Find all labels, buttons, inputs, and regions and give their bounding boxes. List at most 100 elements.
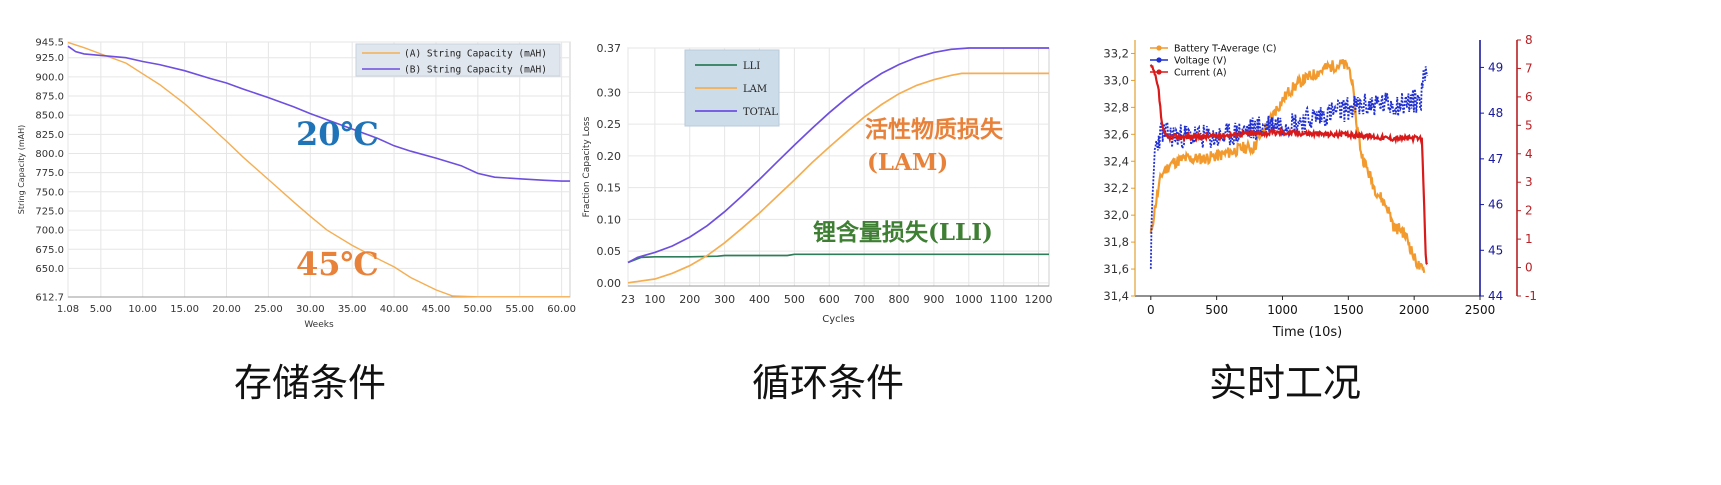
annotation-lam-cn: 活性物质损失 xyxy=(865,116,1004,143)
y-voltage-tick-label: 45 xyxy=(1488,243,1503,257)
x-tick-label: 2500 xyxy=(1465,303,1496,317)
y-tick-label: 750.0 xyxy=(35,187,64,198)
y-tick-label: 0.37 xyxy=(597,42,622,55)
y-voltage-tick-label: 46 xyxy=(1488,198,1503,212)
y-tick-label: 875.0 xyxy=(35,92,64,103)
legend-marker xyxy=(1156,57,1162,63)
y-tick-label: 825.0 xyxy=(35,130,64,141)
x-tick-label: 25.00 xyxy=(254,304,283,315)
x-tick-label: 23 xyxy=(621,293,635,306)
annotation-20c: 20℃ xyxy=(296,115,379,153)
x-tick-label: 1200 xyxy=(1025,293,1053,306)
y-tick-label: 0.05 xyxy=(597,245,622,258)
y-voltage-tick-label: 44 xyxy=(1488,289,1503,303)
y-tick-label: 0.25 xyxy=(597,118,622,131)
caption-storage: 存储条件 xyxy=(233,361,386,405)
y-current-tick-label: -1 xyxy=(1525,289,1537,303)
y-left-tick-label: 32,8 xyxy=(1103,100,1129,114)
series-line-a xyxy=(67,41,570,298)
y-tick-label: 800.0 xyxy=(35,149,64,160)
legend-label: Voltage (V) xyxy=(1174,56,1227,67)
y-axis-label: String Capacity (mAH) xyxy=(17,125,26,214)
legend-marker xyxy=(1156,69,1162,75)
x-tick-label: 0 xyxy=(1147,303,1155,317)
y-left-tick-label: 32,4 xyxy=(1103,154,1129,168)
x-tick-label: 1100 xyxy=(990,293,1018,306)
legend-label: LLI xyxy=(743,61,760,72)
x-tick-label: 200 xyxy=(679,293,700,306)
x-axis-label: Cycles xyxy=(822,314,855,325)
series-line-voltage xyxy=(1149,66,1429,269)
legend-label: Battery T-Average (C) xyxy=(1174,44,1276,55)
y-current-tick-label: 7 xyxy=(1525,61,1533,75)
x-tick-label: 300 xyxy=(714,293,735,306)
series-line-current xyxy=(1149,64,1429,265)
y-left-tick-label: 31,6 xyxy=(1103,262,1129,276)
x-tick-label: 10.00 xyxy=(128,304,157,315)
x-tick-label: 1000 xyxy=(955,293,983,306)
x-axis-label: Time (10s) xyxy=(1272,325,1342,340)
y-current-tick-label: 2 xyxy=(1525,204,1533,218)
series-line-b xyxy=(67,45,570,182)
y-tick-label: 675.0 xyxy=(35,245,64,256)
x-tick-label: 5.00 xyxy=(90,304,112,315)
x-tick-label: 2000 xyxy=(1399,303,1430,317)
x-tick-label: 1000 xyxy=(1267,303,1298,317)
y-tick-label: 900.0 xyxy=(35,72,64,83)
x-tick-label: 35.00 xyxy=(338,304,367,315)
y-tick-label: 0.10 xyxy=(597,213,622,226)
x-tick-label: 700 xyxy=(854,293,875,306)
y-current-tick-label: 3 xyxy=(1525,175,1533,189)
legend-box xyxy=(355,43,561,77)
y-current-tick-label: 5 xyxy=(1525,118,1533,132)
legend-label: (A) String Capacity (mAH) xyxy=(404,49,547,60)
y-left-tick-label: 31,8 xyxy=(1103,235,1129,249)
annotation-45c: 45℃ xyxy=(296,245,379,283)
x-tick-label: 500 xyxy=(1205,303,1228,317)
series-line-lam xyxy=(627,72,1049,284)
y-left-tick-label: 33,2 xyxy=(1103,46,1129,60)
y-voltage-tick-label: 47 xyxy=(1488,152,1503,166)
series-line-total xyxy=(627,47,1049,264)
x-tick-label: 900 xyxy=(923,293,944,306)
y-axis-label: Fraction Capacity Loss xyxy=(582,116,592,217)
y-left-tick-label: 31,4 xyxy=(1103,289,1129,303)
x-tick-label: 1.08 xyxy=(57,304,79,315)
x-tick-label: 1500 xyxy=(1333,303,1364,317)
y-tick-label: 700.0 xyxy=(35,226,64,237)
plot-area xyxy=(67,41,571,298)
annotation-lli: 锂含量损失(LLI) xyxy=(813,219,993,246)
series-line-lli xyxy=(627,253,1049,264)
y-current-tick-label: 1 xyxy=(1525,232,1533,246)
legend-label: LAM xyxy=(743,84,767,95)
y-voltage-tick-label: 48 xyxy=(1488,106,1503,120)
x-axis-label: Weeks xyxy=(304,320,334,330)
y-tick-label: 0.15 xyxy=(597,182,622,195)
caption-realtime: 实时工况 xyxy=(1208,361,1361,405)
y-left-tick-label: 33,0 xyxy=(1103,73,1129,87)
series-line-temperature xyxy=(1149,59,1426,273)
annotation-lam-en: (LAM) xyxy=(867,149,948,176)
x-tick-label: 40.00 xyxy=(380,304,409,315)
y-current-tick-label: 4 xyxy=(1525,147,1533,161)
x-tick-label: 20.00 xyxy=(212,304,241,315)
x-tick-label: 60.00 xyxy=(547,304,576,315)
x-tick-label: 50.00 xyxy=(464,304,493,315)
x-tick-label: 800 xyxy=(889,293,910,306)
cycle-capacity-loss-chart: 23 100 200 300 400 500 600 700 800 900 1000 1100 120… xyxy=(582,42,1053,325)
y-tick-label: 650.0 xyxy=(35,264,64,275)
legend-marker xyxy=(1156,45,1162,51)
legend-label: TOTAL xyxy=(743,107,778,118)
y-tick-label: 850.0 xyxy=(35,111,64,122)
y-tick-label: 725.0 xyxy=(35,206,64,217)
y-current-tick-label: 6 xyxy=(1525,90,1533,104)
x-tick-label: 30.00 xyxy=(296,304,325,315)
y-tick-label: 0.00 xyxy=(597,277,622,290)
y-left-tick-label: 32,0 xyxy=(1103,208,1129,222)
caption-cycling: 循环条件 xyxy=(751,361,904,405)
y-left-tick-label: 32,6 xyxy=(1103,127,1129,141)
y-tick-label: 0.30 xyxy=(597,86,622,99)
y-current-tick-label: 8 xyxy=(1525,33,1533,47)
y-tick-label: 925.0 xyxy=(35,53,64,64)
